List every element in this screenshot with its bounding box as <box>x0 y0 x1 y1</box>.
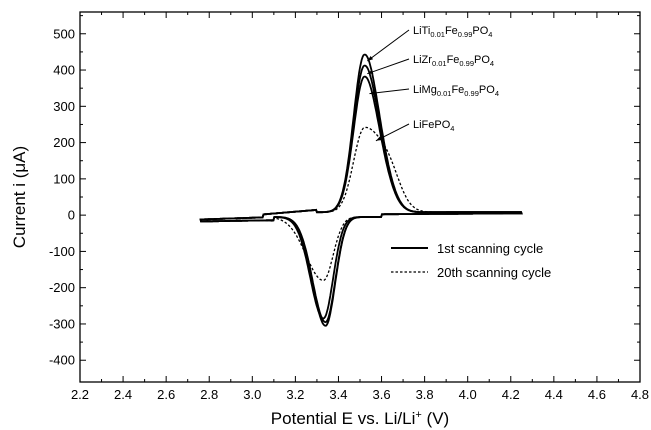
x-tick-label: 2.8 <box>200 387 218 402</box>
curves-group <box>199 53 523 327</box>
x-tick-label: 4.6 <box>588 387 606 402</box>
series-line-1 <box>199 64 523 324</box>
y-tick-label: 400 <box>53 63 75 78</box>
axis-ticks: 2.2 2.4 2.6 2.8 3.0 3.2 3.4 3.6 3.8 4.0 4.2 4.4 4.6 4… <box>49 12 649 402</box>
x-tick-label: 4.2 <box>502 387 520 402</box>
x-tick-label: 2.4 <box>114 387 132 402</box>
legend-label-0: 1st scanning cycle <box>437 241 543 256</box>
annotation-arrow-3 <box>375 123 410 142</box>
y-axis-title: Current i (μA) <box>10 146 29 248</box>
x-tick-label: 3.6 <box>372 387 390 402</box>
x-tick-label: 2.6 <box>157 387 175 402</box>
annotation-arrow-0 <box>367 29 410 62</box>
y-tick-label: 200 <box>53 135 75 150</box>
series-line-3 <box>199 126 523 282</box>
annotation-arrow-2 <box>369 88 410 95</box>
x-tick-label: 3.4 <box>329 387 347 402</box>
x-tick-label: 3.8 <box>416 387 434 402</box>
y-tick-label: -200 <box>49 280 75 295</box>
x-tick-label: 3.2 <box>286 387 304 402</box>
legend: 1st scanning cycle 20th scanning cycle <box>391 241 551 280</box>
y-tick-label: 100 <box>53 171 75 186</box>
y-tick-label: -100 <box>49 244 75 259</box>
x-tick-label: 2.2 <box>71 387 89 402</box>
series-line-2 <box>199 75 523 320</box>
x-tick-label: 3.0 <box>243 387 261 402</box>
y-tick-label: -400 <box>49 353 75 368</box>
legend-label-1: 20th scanning cycle <box>437 265 551 280</box>
y-tick-label: 0 <box>68 208 75 223</box>
annotation-label-1: LiZr0.01Fe0.99PO4 <box>413 54 494 68</box>
y-tick-label: 300 <box>53 99 75 114</box>
annotation-arrowhead-2 <box>369 90 376 96</box>
x-tick-label: 4.0 <box>459 387 477 402</box>
x-tick-label: 4.8 <box>631 387 649 402</box>
annotation-arrowhead-0 <box>367 55 374 61</box>
annotation-label-2: LiMg0.01Fe0.99PO4 <box>413 84 499 98</box>
y-tick-label: 500 <box>53 26 75 41</box>
annotations-group: LiTi0.01Fe0.99PO4 LiZr0.01Fe0.99PO4 LiMg0.… <box>367 25 499 142</box>
y-tick-label: -300 <box>49 316 75 331</box>
annotation-label-0: LiTi0.01Fe0.99PO4 <box>413 25 492 39</box>
annotation-arrow-1 <box>367 58 410 75</box>
x-tick-label: 4.4 <box>545 387 563 402</box>
annotation-arrowhead-1 <box>367 69 374 74</box>
annotation-arrowhead-3 <box>375 136 382 141</box>
x-axis-title: Potential E vs. Li/Li+ (V) <box>271 409 449 428</box>
annotation-label-3: LiFePO4 <box>413 119 454 133</box>
